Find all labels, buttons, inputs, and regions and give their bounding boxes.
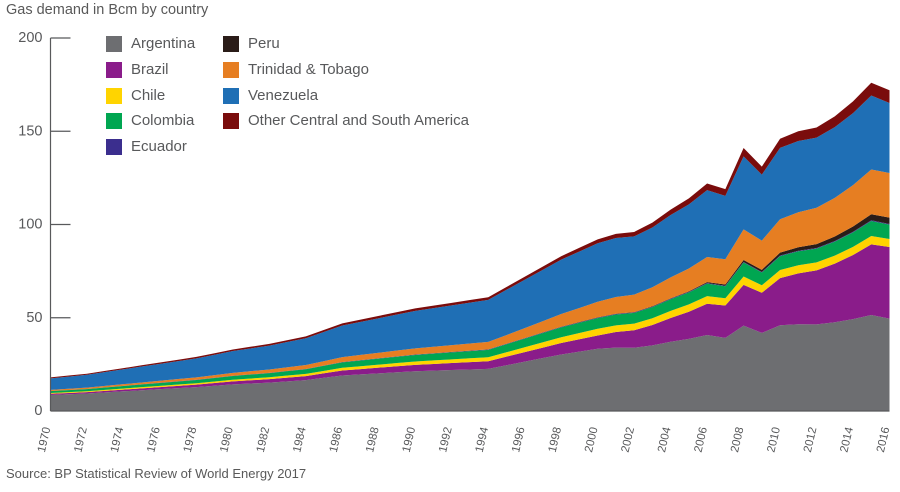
svg-text:1972: 1972 [72,426,89,454]
svg-text:2016: 2016 [875,426,892,454]
svg-text:1992: 1992 [437,426,454,454]
svg-text:1984: 1984 [291,425,309,453]
svg-text:2008: 2008 [729,426,746,454]
svg-text:2010: 2010 [766,426,783,454]
svg-text:1978: 1978 [182,426,199,454]
svg-text:2004: 2004 [656,425,674,453]
svg-text:2012: 2012 [802,426,819,454]
svg-text:2014: 2014 [838,425,856,453]
svg-text:1986: 1986 [328,426,345,454]
svg-text:1990: 1990 [401,426,418,454]
svg-text:2000: 2000 [583,426,600,454]
svg-text:1998: 1998 [547,426,564,454]
svg-text:2002: 2002 [620,426,637,454]
svg-text:100: 100 [18,217,42,233]
svg-text:200: 200 [18,30,42,46]
svg-text:0: 0 [34,403,42,419]
svg-text:1974: 1974 [109,425,127,453]
svg-text:1982: 1982 [255,426,272,454]
svg-text:2006: 2006 [693,426,710,454]
svg-text:1996: 1996 [510,426,527,454]
svg-text:1988: 1988 [364,426,381,454]
svg-text:1980: 1980 [218,426,235,454]
svg-text:150: 150 [18,123,42,139]
svg-text:1976: 1976 [145,426,162,454]
svg-text:1970: 1970 [36,426,53,454]
svg-text:50: 50 [26,310,42,326]
svg-text:1994: 1994 [474,425,492,453]
